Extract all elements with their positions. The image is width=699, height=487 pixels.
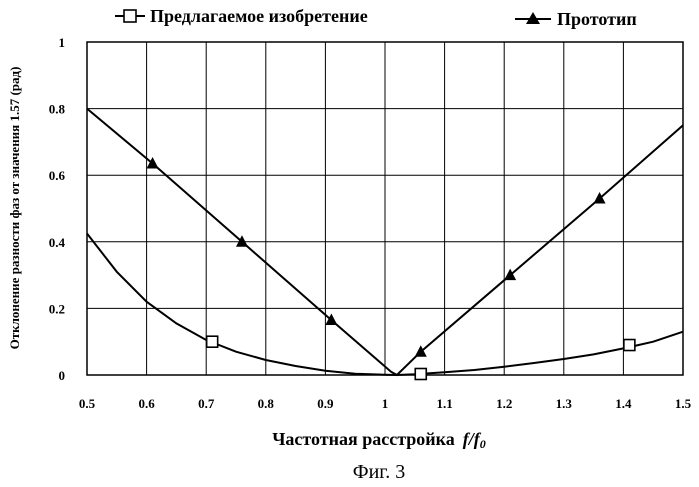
x-tick-labels: 0.5 0.6 0.7 0.8 0.9 1 1.1 1.2 1.3 1.4 1.5 [79,396,692,411]
x-tick-label-6: 1.1 [436,396,452,411]
y-tick-label-2: 0.4 [49,235,66,250]
x-tick-label-4: 0.9 [317,396,334,411]
x-tick-label-5: 1 [382,396,389,411]
y-tick-label-3: 0.6 [49,168,66,183]
x-tick-label-9: 1.4 [615,396,632,411]
x-tick-label-0: 0.5 [79,396,96,411]
x-tick-label-3: 0.8 [258,396,275,411]
series-0-point-0 [207,336,218,347]
x-tick-label-8: 1.3 [556,396,573,411]
legend-label-proposed: Предлагаемое изобретение [150,6,368,26]
grid [87,42,683,375]
x-tick-label-2: 0.7 [198,396,215,411]
y-tick-label-0: 0 [59,368,66,383]
series-0-point-2 [624,340,635,351]
x-tick-label-1: 0.6 [138,396,155,411]
x-axis-label-text: Частотная расстройка [272,429,455,449]
x-tick-label-10: 1.5 [675,396,692,411]
y-tick-label-4: 0.8 [49,102,66,117]
y-tick-labels: 0 0.2 0.4 0.6 0.8 1 [49,35,66,383]
y-tick-label-1: 0.2 [49,301,65,316]
y-tick-label-5: 1 [59,35,66,50]
legend: Предлагаемое изобретение Прототип [115,6,637,29]
x-axis-label: Частотная расстройкаf/f0 [272,429,486,451]
x-axis-label-subscript: 0 [480,437,486,451]
series-0-point-1 [415,369,426,380]
legend-swatch-proposed-marker [124,10,136,22]
x-tick-label-7: 1.2 [496,396,512,411]
y-axis-label: Отклонение разности фаз от значения 1.57… [7,67,22,350]
legend-label-prototype: Прототип [557,9,637,29]
figure-caption: Фиг. 3 [353,461,405,483]
